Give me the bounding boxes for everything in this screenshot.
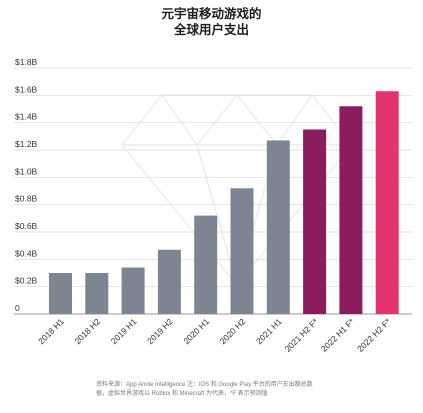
x-tick-label: 2021 H2 F* xyxy=(283,316,321,354)
y-tick-label: $0.4B xyxy=(15,248,38,258)
bar-2018-h1 xyxy=(49,273,72,314)
bar-2019-h2 xyxy=(157,249,181,314)
y-tick-label: $0.8B xyxy=(15,194,38,204)
y-tick-label: $1.0B xyxy=(15,166,38,176)
y-tick-label: $0.2B xyxy=(15,276,38,286)
y-tick-label: $1.6B xyxy=(15,84,38,94)
bar-2020-h1 xyxy=(194,215,218,314)
title-line-1: 元宇宙移动游戏的 xyxy=(161,7,262,21)
y-tick-label: $1.2B xyxy=(15,139,38,149)
bar-2021-h2-f xyxy=(303,129,327,314)
x-tick-label: 2018 H2 xyxy=(72,316,102,346)
watermark-crown xyxy=(161,93,313,147)
chart-title: 元宇宙移动游戏的 全球用户支出 xyxy=(0,6,423,38)
bar-2019-h1 xyxy=(121,267,145,314)
y-tick-label: $0.6B xyxy=(15,221,38,231)
x-axis-ticks: 2018 H1 2018 H2 2019 H1 2019 H2 2020 H1 2020 … xyxy=(36,316,393,354)
x-tick-label: 2020 H2 xyxy=(218,316,248,346)
title-line-2: 全球用户支出 xyxy=(173,23,249,37)
x-tick-label: 2019 H2 xyxy=(145,316,175,346)
bar-2018-h2 xyxy=(85,273,109,314)
x-tick-label: 2022 H2 F* xyxy=(355,316,393,354)
x-tick-label: 2022 H1 F* xyxy=(319,316,357,354)
y-tick-label: $1.4B xyxy=(15,112,38,122)
x-tick-label: 2018 H1 xyxy=(36,316,66,346)
x-tick-label: 2019 H1 xyxy=(109,316,139,346)
bar-2020-h2 xyxy=(230,188,254,314)
y-axis-ticks: 0 $0.2B $0.4B $0.6B $0.8B $1.0B $1.2B $1.4B $1.6… xyxy=(15,57,38,313)
y-tick-label: 0 xyxy=(15,303,20,313)
source-line-2: 据，虚拟世界游戏以 Roblox 和 Minecraft 为代表，*F 表示预测… xyxy=(96,391,268,397)
source-line-1: 资料来源：App Annie Intelligence 注：iOS 和 Goog… xyxy=(96,382,313,388)
bar-2022-h1-f xyxy=(339,106,363,315)
y-tick-label: $1.8B xyxy=(15,57,38,67)
bar-2022-h2-f xyxy=(375,91,399,314)
bar-2021-h1 xyxy=(266,140,290,314)
bar-series xyxy=(49,91,399,315)
source-note: 资料来源：App Annie Intelligence 注：iOS 和 Goog… xyxy=(96,381,396,399)
x-tick-label: 2020 H1 xyxy=(181,316,211,346)
x-tick-label: 2021 H1 xyxy=(254,316,284,346)
